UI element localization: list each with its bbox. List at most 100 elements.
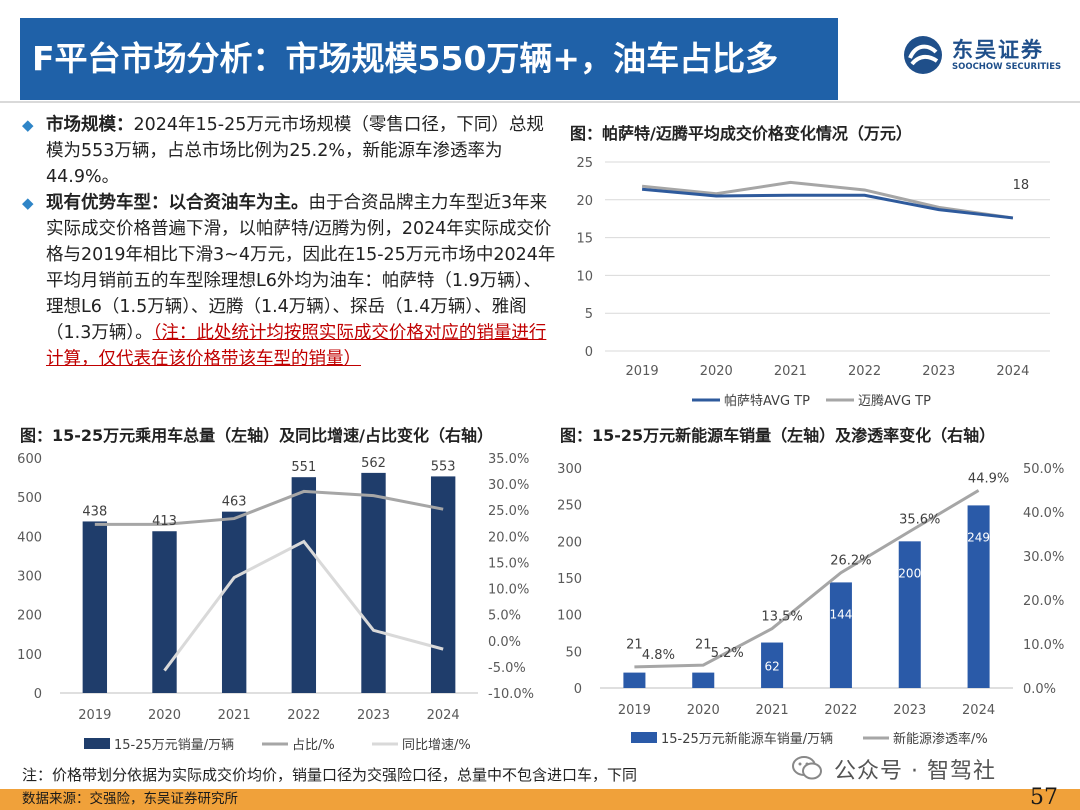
line-data-label: 4.8% [642, 648, 675, 663]
x-tick-label: 2023 [357, 708, 390, 723]
bullet-advantage-models: ◆ 现有优势车型：以合资油车为主。由于合资品牌主力车型近3年来实际成交价格普遍下… [20, 190, 556, 372]
page-title: F平台市场分析：市场规模550万辆+，油车占比多 [32, 39, 779, 78]
y-right-tick-label: 5.0% [488, 609, 521, 624]
legend-label: 15-25万元销量/万辆 [114, 738, 234, 753]
x-tick-label: 2021 [774, 364, 807, 379]
y-right-tick-label: -5.0% [488, 661, 526, 676]
logo-subtext: SOOCHOW SECURITIES [952, 62, 1062, 72]
bar-data-label: 21 [626, 638, 643, 653]
legend-label: 帕萨特AVG TP [724, 394, 810, 409]
x-tick-label: 2023 [922, 364, 955, 379]
y-tick-label: 20 [576, 194, 593, 209]
line-data-label: 44.9% [968, 471, 1009, 486]
legend-swatch [84, 738, 110, 749]
y-left-tick-label: 250 [557, 499, 582, 514]
y-right-tick-label: 20.0% [488, 530, 529, 545]
nev-sales-combo-chart: 0 50 100 150 200 250 300 0.0% 10.0% 20.0% 30.0% 40.… [557, 462, 1064, 747]
bar-data-label: 551 [291, 460, 316, 475]
y-right-tick-label: -10.0% [488, 687, 534, 702]
y-right-tick-label: 20.0% [1023, 594, 1064, 609]
footer-bar: 数据来源：交强险，东吴证券研究所 57 [0, 785, 1080, 810]
x-tick-label: 2023 [893, 703, 926, 718]
chart3-title: 图：15-25万元新能源车销量（左轴）及渗透率变化（右轴） [560, 426, 996, 445]
y-left-tick-label: 0 [574, 682, 582, 697]
title-bar: F平台市场分析：市场规模550万辆+，油车占比多 [20, 18, 838, 100]
y-left-tick-label: 50 [565, 645, 582, 660]
x-tick-label: 2024 [996, 364, 1029, 379]
x-tick-label: 2022 [287, 708, 320, 723]
y-tick-label: 15 [576, 232, 593, 247]
y-right-tick-label: 25.0% [488, 504, 529, 519]
bar [361, 472, 386, 693]
bullet-note: （注：此处统计均按照实际成交价格对应的销量进行计算，仅代表在该价格带该车型的销量… [46, 323, 547, 369]
y-right-tick-label: 10.0% [488, 583, 529, 598]
y-left-tick-label: 200 [557, 535, 582, 550]
bullet-body: 2024年15-25万元市场规模（零售口径，下同）总规模为553万辆，占总市场比… [46, 115, 544, 187]
y-left-tick-label: 400 [17, 530, 42, 545]
wechat-text: 公众号 · 智驾社 [834, 759, 996, 784]
y-tick-label: 10 [576, 269, 593, 284]
x-tick-label: 2020 [687, 703, 720, 718]
y-tick-label: 5 [585, 307, 593, 322]
y-left-tick-label: 500 [17, 491, 42, 506]
x-tick-label: 2020 [700, 364, 733, 379]
x-tick-label: 2022 [848, 364, 881, 379]
y-left-tick-label: 0 [34, 687, 42, 702]
company-logo: 东吴证券 SOOCHOW SECURITIES [902, 34, 1062, 76]
line-data-label: 26.2% [830, 554, 871, 569]
bullet-body: 由于合资品牌主力车型近3年来实际成交价格普遍下滑，以帕萨特/迈腾为例，2024年… [46, 193, 556, 343]
logo-text: 东吴证券 [952, 38, 1044, 62]
x-tick-label: 2024 [962, 703, 995, 718]
bullet-label: 市场规模： [46, 115, 134, 135]
bar [623, 672, 646, 688]
series-line [94, 489, 444, 526]
wechat-icon [792, 756, 822, 780]
price-line-chart: 0 5 10 15 20 25 2019 2020 2021 2022 2023 2024 18 帕萨特A… [576, 156, 1050, 409]
y-right-tick-label: 30.0% [488, 478, 529, 493]
data-source: 数据来源：交强险，东吴证券研究所 [22, 791, 238, 807]
data-label: 18 [1013, 178, 1030, 193]
legend-label: 15-25万元新能源车销量/万辆 [661, 731, 833, 747]
series-line [163, 539, 444, 672]
chart1-title: 图：帕萨特/迈腾平均成交价格变化情况（万元） [570, 124, 912, 143]
y-left-tick-label: 300 [17, 570, 42, 585]
x-tick-label: 2020 [148, 708, 181, 723]
x-tick-label: 2019 [618, 703, 651, 718]
series-line [641, 180, 1014, 220]
y-right-tick-label: 35.0% [488, 452, 529, 467]
bar [430, 476, 456, 693]
legend-swatch [631, 732, 657, 743]
x-tick-label: 2024 [427, 708, 460, 723]
diamond-bullet-icon: ◆ [22, 116, 34, 134]
y-right-tick-label: 0.0% [1023, 682, 1056, 697]
y-left-tick-label: 150 [557, 572, 582, 587]
page-number: 57 [1030, 785, 1058, 810]
series-line [641, 187, 1014, 220]
line-data-label: 5.2% [711, 646, 744, 661]
legend-label: 同比增速/% [402, 738, 471, 753]
bar-data-label: 144 [829, 607, 852, 621]
y-right-tick-label: 15.0% [488, 556, 529, 571]
y-right-tick-label: 30.0% [1023, 550, 1064, 565]
bar-data-label: 62 [764, 659, 779, 673]
legend-label: 新能源渗透率/% [893, 731, 988, 747]
bar-data-label: 413 [152, 514, 177, 529]
bar-data-label: 562 [361, 456, 386, 471]
bar-data-label: 200 [898, 566, 921, 580]
total-sales-combo-chart: 0 100 200 300 400 500 600 -10.0% -5.0% 0.0% 5.0% 10… [17, 452, 534, 753]
y-right-tick-label: 50.0% [1023, 462, 1064, 477]
diamond-bullet-icon: ◆ [22, 194, 34, 212]
y-left-tick-label: 600 [17, 452, 42, 467]
summary-text: ◆ 市场规模：2024年15-25万元市场规模（零售口径，下同）总规模为553万… [20, 112, 556, 372]
y-right-tick-label: 40.0% [1023, 506, 1064, 521]
bullet-label: 现有优势车型：以合资油车为主。 [46, 193, 309, 213]
y-right-tick-label: 0.0% [488, 635, 521, 650]
y-left-tick-label: 100 [17, 648, 42, 663]
bar [152, 531, 177, 693]
legend-label: 占比/% [292, 738, 335, 753]
bar-data-label: 21 [695, 638, 712, 653]
x-tick-label: 2022 [824, 703, 857, 718]
footnote: 注：价格带划分依据为实际成交价均价，销量口径为交强险口径，总量中不包含进口车，下… [22, 766, 638, 784]
bar [221, 511, 247, 693]
y-right-tick-label: 10.0% [1023, 638, 1064, 653]
